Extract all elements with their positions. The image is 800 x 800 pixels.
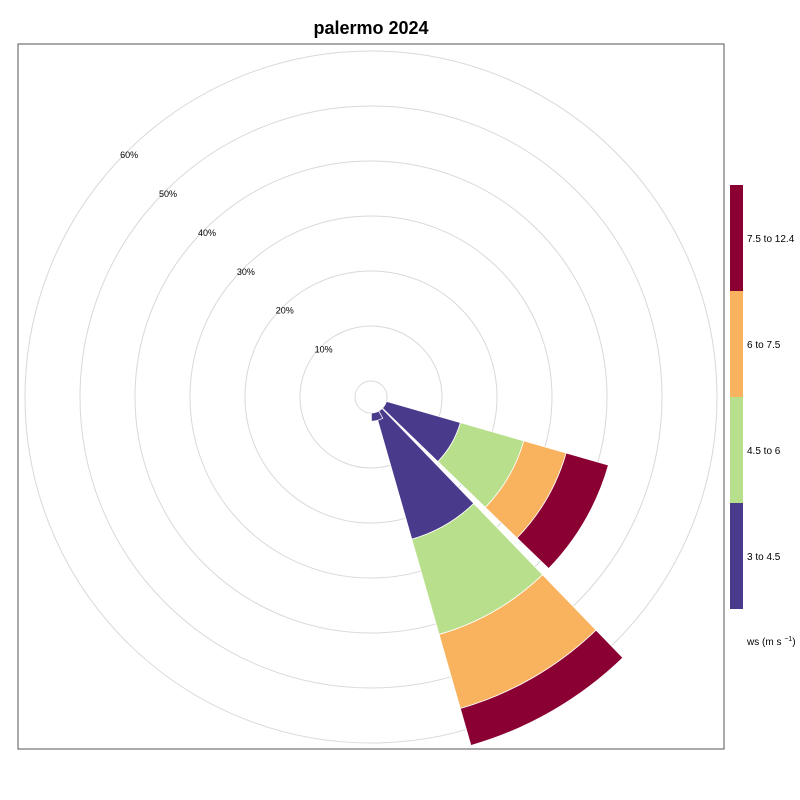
tick-label-30: 30% <box>237 267 255 277</box>
legend-label-3: 6 to 7.5 <box>747 340 781 351</box>
radial-tick-labels: 10% 20% 30% 40% 50% 60% <box>120 150 332 354</box>
sector-120-bin-4 <box>516 452 609 570</box>
sector-165-bin-1 <box>370 410 384 422</box>
chart-title: palermo 2024 <box>313 18 429 38</box>
legend-swatch-2 <box>730 397 743 503</box>
legend-label-2: 4.5 to 6 <box>747 446 781 457</box>
tick-label-20: 20% <box>276 306 294 316</box>
tick-label-40: 40% <box>198 228 216 238</box>
radial-grid <box>24 50 718 744</box>
grid-ring-50 <box>79 105 663 689</box>
legend-swatch-1 <box>730 503 743 609</box>
speed-legend: 3 to 4.5 4.5 to 6 6 to 7.5 7.5 to 12.4 ws (m… <box>730 185 796 648</box>
grid-ring-20 <box>244 270 498 524</box>
sector-150-bin-4 <box>459 629 624 746</box>
plot-frame <box>17 43 725 750</box>
grid-ring-40 <box>134 160 608 634</box>
grid-ring-60 <box>24 50 718 744</box>
legend-swatch-3 <box>730 291 743 397</box>
tick-label-10: 10% <box>315 345 333 355</box>
tick-label-60: 60% <box>120 150 138 160</box>
legend-title: ws (m s −1) <box>746 636 796 648</box>
grid-ring-10 <box>299 325 443 469</box>
grid-ring-30 <box>189 215 553 579</box>
tick-label-50: 50% <box>159 189 177 199</box>
legend-label-4: 7.5 to 12.4 <box>747 234 795 245</box>
legend-swatch-4 <box>730 185 743 291</box>
wind-sectors <box>370 400 624 746</box>
legend-label-1: 3 to 4.5 <box>747 552 781 563</box>
